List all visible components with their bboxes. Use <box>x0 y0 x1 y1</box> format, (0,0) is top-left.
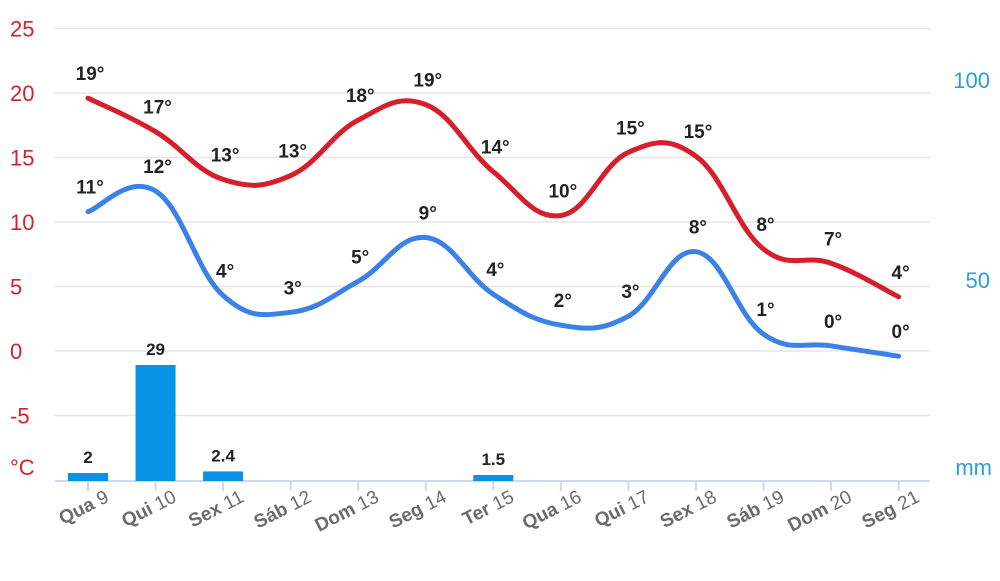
y-left-tick-label: 0 <box>10 339 22 364</box>
x-tick-label: Qua 16 <box>519 487 585 534</box>
y-left-tick-label: 25 <box>10 17 34 42</box>
x-tick-label: Seg 21 <box>859 487 923 534</box>
x-tick-day: Dom <box>785 496 837 536</box>
x-tick-label: Sex 11 <box>185 487 247 532</box>
precipitation-bars: 2 29 2.4 1.5 <box>68 340 514 481</box>
x-tick-label: Ter 15 <box>459 487 517 530</box>
max-temperature-label: 7° <box>824 229 842 250</box>
max-temperature-label: 13° <box>278 142 307 163</box>
y-right-unit: mm <box>955 455 992 480</box>
min-temperature-label: 3° <box>284 278 302 299</box>
x-tick-label: Seg 14 <box>386 487 451 534</box>
x-tick-label: Qua 9 <box>56 487 113 530</box>
x-tick-day: Dom <box>312 496 364 536</box>
precipitation-label: 2.4 <box>211 446 235 465</box>
max-temperature-label: 4° <box>892 263 910 284</box>
x-tick-label: Sáb 19 <box>724 487 788 534</box>
y-left-tick-label: 20 <box>10 81 34 106</box>
y-right-tick-label: 50 <box>966 268 990 293</box>
x-tick-label: Dom 20 <box>785 487 856 537</box>
y-left-unit: °C <box>10 455 35 480</box>
y-left-tick-label: 15 <box>10 146 34 171</box>
temperature-labels: 19° 17° 13° 13° 18° 19° 14° 10° 15° 15° 8° 7° 4° 11° 1… <box>76 64 910 343</box>
y-right-tick-label: 100 <box>953 68 990 93</box>
max-temperature-label: 19° <box>413 71 442 92</box>
min-temperature-label: 11° <box>76 178 104 199</box>
y-left-tick-label: 5 <box>10 275 22 300</box>
precipitation-label: 2 <box>83 448 92 467</box>
precipitation-bar <box>473 475 514 481</box>
y-left-tick-label: 10 <box>10 210 34 235</box>
max-temperature-label: 19° <box>76 64 105 85</box>
max-temperature-label: 8° <box>756 215 774 236</box>
precipitation-bar <box>203 471 244 481</box>
max-temperature-line <box>85 95 902 300</box>
x-tick-label: Qui 10 <box>119 487 180 532</box>
precipitation-bar <box>68 473 108 481</box>
min-temperature-label: 3° <box>621 282 639 303</box>
y-left-tick-label: -5 <box>10 404 30 429</box>
max-temperature-label: 17° <box>143 98 172 119</box>
y-axis-left: 25 20 15 10 5 0 -5 °C <box>10 17 35 481</box>
precipitation-label: 1.5 <box>481 450 505 469</box>
precipitation-label: 29 <box>146 340 165 359</box>
min-temperature-label: 8° <box>689 218 707 239</box>
y-axis-right: 100 50 mm <box>953 68 992 480</box>
min-temperature-label: 0° <box>892 322 910 343</box>
max-temperature-label: 15° <box>684 122 713 143</box>
temperature-lines <box>85 95 902 359</box>
min-temperature-label: 12° <box>143 157 172 178</box>
min-temperature-label: 2° <box>554 291 572 312</box>
x-tick-label: Dom 13 <box>312 487 383 537</box>
min-temperature-label: 1° <box>756 300 774 321</box>
x-tick-label: Sex 18 <box>657 487 720 533</box>
min-temperature-label: 5° <box>351 247 369 268</box>
min-temperature-label: 9° <box>419 203 437 224</box>
x-tick-label: Sáb 12 <box>251 487 315 534</box>
max-temperature-label: 18° <box>346 86 375 107</box>
max-temperature-label: 15° <box>616 118 645 139</box>
min-temperature-label: 4° <box>486 260 504 281</box>
grid-lines <box>55 27 930 417</box>
min-temperature-line <box>85 183 902 359</box>
min-temperature-label: 0° <box>824 312 842 333</box>
max-temperature-label: 10° <box>548 182 577 203</box>
max-temperature-label: 13° <box>211 145 240 166</box>
min-temperature-label: 4° <box>216 262 234 283</box>
max-temperature-label: 14° <box>481 138 510 159</box>
precipitation-bar <box>135 365 176 481</box>
x-tick-label: Qui 17 <box>591 487 652 532</box>
